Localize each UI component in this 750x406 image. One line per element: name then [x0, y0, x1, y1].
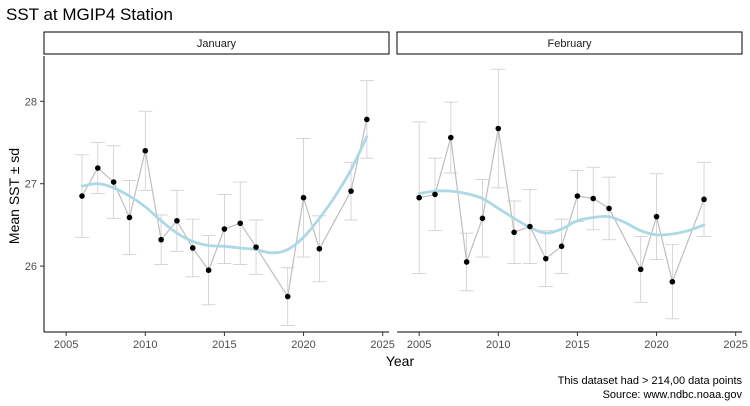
facet-strip [396, 31, 743, 55]
data-point-2014 [558, 243, 565, 250]
data-point-2006 [432, 191, 438, 198]
x-axis-title: Year [386, 353, 415, 369]
data-point-2015 [574, 193, 581, 199]
data-point-2010 [142, 147, 149, 154]
data-point-2019 [284, 293, 291, 300]
x-tick-label-2010: 2010 [133, 339, 157, 351]
data-point-2021 [669, 278, 676, 285]
x-tick-label-2020: 2020 [291, 339, 315, 351]
data-point-2007 [448, 134, 454, 141]
y-tick-label-27: 27 [25, 179, 37, 191]
data-point-2021 [316, 245, 323, 252]
x-tick-label-2005: 2005 [54, 339, 78, 351]
facet-strip-label: January [197, 38, 237, 50]
data-point-2010 [495, 125, 502, 132]
caption-line-2: Source: www.ndbc.noaa.gov [603, 389, 743, 401]
data-point-2009 [126, 214, 133, 221]
data-point-2024 [364, 116, 370, 123]
data-point-2015 [221, 226, 228, 232]
x-tick-label-2025: 2025 [723, 339, 747, 351]
facet-strip-label: February [547, 38, 592, 50]
data-point-2012 [527, 223, 533, 230]
smooth-trend-line [417, 189, 706, 237]
x-tick-label-2005: 2005 [407, 339, 431, 351]
data-point-2017 [606, 205, 612, 212]
x-tick-label-2010: 2010 [486, 339, 510, 351]
data-point-2013 [542, 255, 549, 262]
data-point-2013 [189, 245, 196, 251]
data-point-2008 [463, 259, 470, 265]
data-point-2008 [110, 179, 117, 185]
data-point-2011 [158, 236, 164, 243]
data-point-2014 [205, 267, 212, 274]
data-point-2023 [348, 188, 354, 194]
caption-line-1: This dataset had > 214,00 data points [558, 375, 743, 387]
data-point-2005 [416, 194, 422, 201]
panel-february: February 2005 2010 2015 2020 2025 [396, 31, 748, 351]
facet-strip [43, 31, 390, 55]
y-tick-label-28: 28 [25, 96, 37, 108]
data-point-2006 [79, 193, 85, 199]
data-point-2016 [590, 195, 597, 202]
panel-january: January 26 27 28 2005 2010 2015 2020 2025 [25, 31, 395, 351]
x-tick-label-2015: 2015 [212, 339, 236, 351]
data-point-2009 [479, 215, 486, 222]
chart-title: SST at MGIP4 Station [6, 5, 173, 24]
data-point-2023 [701, 196, 707, 203]
data-point-2020 [300, 194, 307, 201]
data-point-2017 [253, 244, 259, 250]
data-point-2016 [237, 220, 244, 227]
y-axis-title: Mean SST ± sd [6, 148, 22, 244]
data-point-2019 [637, 266, 644, 273]
data-point-2011 [511, 229, 517, 236]
x-tick-label-2025: 2025 [370, 339, 394, 351]
data-point-2020 [653, 213, 660, 220]
smooth-trend-line [80, 135, 369, 255]
x-tick-label-2020: 2020 [644, 339, 668, 351]
data-point-2012 [174, 217, 180, 224]
y-tick-label-26: 26 [25, 261, 37, 273]
x-tick-label-2015: 2015 [565, 339, 589, 351]
data-point-2007 [95, 165, 101, 171]
